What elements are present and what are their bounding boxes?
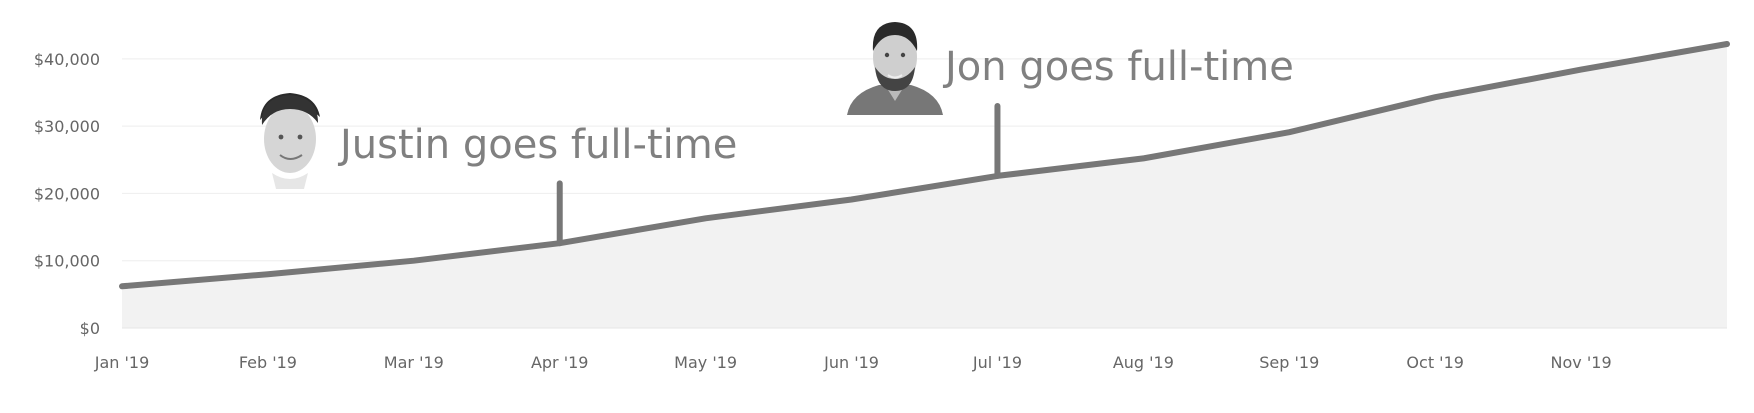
justin-avatar-photo bbox=[260, 93, 320, 189]
x-tick-label: Jun '19 bbox=[823, 353, 879, 372]
y-tick-label: $0 bbox=[80, 319, 100, 338]
annotation-label-justin: Justin goes full-time bbox=[337, 122, 737, 168]
x-tick-label: Nov '19 bbox=[1551, 353, 1612, 372]
annotation-jon: Jon goes full-time bbox=[847, 22, 1294, 115]
x-tick-label: Apr '19 bbox=[531, 353, 589, 372]
y-tick-label: $10,000 bbox=[34, 252, 100, 271]
x-tick-label: Aug '19 bbox=[1113, 353, 1174, 372]
y-tick-label: $30,000 bbox=[34, 117, 100, 136]
x-tick-label: Jul '19 bbox=[972, 353, 1022, 372]
y-tick-label: $40,000 bbox=[34, 50, 100, 69]
revenue-line bbox=[119, 41, 1730, 290]
x-tick-label: Mar '19 bbox=[384, 353, 444, 372]
annotation-justin: Justin goes full-time bbox=[260, 93, 737, 189]
x-axis-ticks: Jan '19 Feb '19 Mar '19 Apr '19 May '19 Jun '… bbox=[94, 353, 1612, 372]
annotation-label-jon: Jon goes full-time bbox=[942, 44, 1294, 90]
revenue-area-fill bbox=[122, 44, 1727, 328]
x-tick-label: Oct '19 bbox=[1406, 353, 1464, 372]
annotation-markers bbox=[556, 102, 1001, 247]
x-tick-label: May '19 bbox=[674, 353, 737, 372]
x-tick-label: Feb '19 bbox=[239, 353, 297, 372]
y-tick-label: $20,000 bbox=[34, 184, 100, 203]
jon-avatar-photo bbox=[847, 22, 943, 115]
y-axis-ticks: $0 $10,000 $20,000 $30,000 $40,000 bbox=[34, 50, 100, 338]
x-tick-label: Jan '19 bbox=[94, 353, 150, 372]
x-tick-label: Sep '19 bbox=[1259, 353, 1319, 372]
